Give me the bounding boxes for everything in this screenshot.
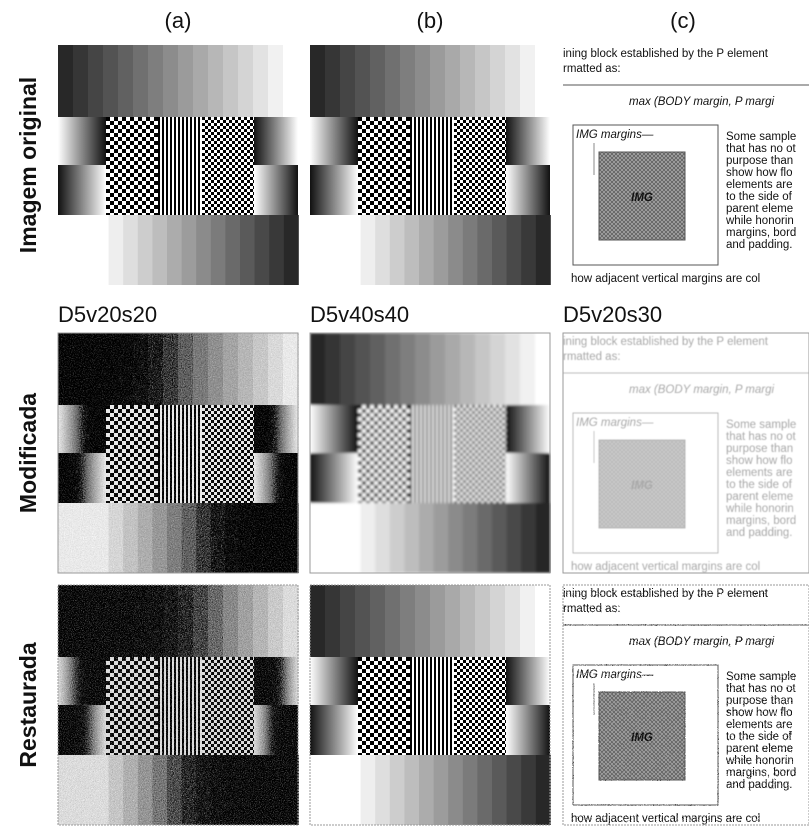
doc-text: while honorin [725,215,794,227]
row-label: Imagem original [15,77,41,253]
test-image [310,333,551,573]
document-image: ining block established by the P element… [563,333,809,573]
doc-text: that has no ot [726,143,796,155]
test-image [310,585,551,825]
doc-text: purpose than [726,155,793,167]
doc-text: Some sample [726,419,796,431]
doc-text: max (BODY margin, P margi [629,96,775,108]
test-image [310,45,551,285]
doc-text: IMG [631,192,653,204]
row-label: Restaurada [15,642,41,767]
doc-text: ining block established by the P element [563,48,769,60]
document-image: ining block established by the P element… [563,585,809,825]
parameter-label: D5v40s40 [310,302,409,327]
page: (a) (b) (c) D5v20s20 D5v40s40 D5v20s30 Imagem … [0,0,809,828]
doc-text: IMG [631,732,653,744]
doc-text: IMG margins— [576,417,654,429]
parameter-label: D5v20s20 [58,302,157,327]
doc-text: while honorin [725,503,794,515]
parameter-label: D5v20s30 [563,302,662,327]
column-label: (c) [670,8,696,33]
doc-text: margins, bord [726,767,796,779]
doc-text: how adjacent vertical margins are col [571,561,760,573]
row-label: Modificada [15,393,41,513]
doc-text: and padding. [726,779,793,791]
doc-text: Some sample [726,131,796,143]
doc-text: max (BODY margin, P margi [629,636,775,648]
doc-text: IMG margins— [576,669,654,681]
doc-text: how adjacent vertical margins are col [571,273,760,285]
doc-text: parent eleme [726,743,793,755]
doc-text: Some sample [726,671,796,683]
doc-text: margins, bord [726,227,796,239]
doc-text: elements are [726,179,792,191]
doc-text: and padding. [726,527,793,539]
doc-text: purpose than [726,443,793,455]
test-image [58,45,299,285]
doc-text: max (BODY margin, P margi [629,384,775,396]
doc-text: rmatted as: [563,63,621,75]
document-image: ining block established by the P element… [563,45,809,285]
doc-text: show how flo [726,707,792,719]
doc-text: to the side of [726,191,793,203]
doc-text: while honorin [725,755,794,767]
doc-text: ining block established by the P element [563,588,769,600]
doc-text: to the side of [726,479,793,491]
doc-text: rmatted as: [563,603,621,615]
column-label: (a) [165,8,192,33]
test-image [58,585,299,825]
doc-text: rmatted as: [563,351,621,363]
figure: (a) (b) (c) D5v20s20 D5v40s40 D5v20s30 Imagem … [0,0,809,828]
doc-text: show how flo [726,455,792,467]
doc-text: parent eleme [726,491,793,503]
doc-text: and padding. [726,239,793,251]
column-label: (b) [417,8,444,33]
doc-text: that has no ot [726,431,796,443]
doc-text: margins, bord [726,515,796,527]
doc-text: that has no ot [726,683,796,695]
doc-text: to the side of [726,731,793,743]
doc-text: elements are [726,719,792,731]
doc-text: how adjacent vertical margins are col [571,813,760,825]
test-image [58,333,299,573]
doc-text: purpose than [726,695,793,707]
doc-text: elements are [726,467,792,479]
doc-text: parent eleme [726,203,793,215]
doc-text: show how flo [726,167,792,179]
doc-text: IMG [631,480,653,492]
doc-text: ining block established by the P element [563,336,769,348]
doc-text: IMG margins— [576,129,654,141]
